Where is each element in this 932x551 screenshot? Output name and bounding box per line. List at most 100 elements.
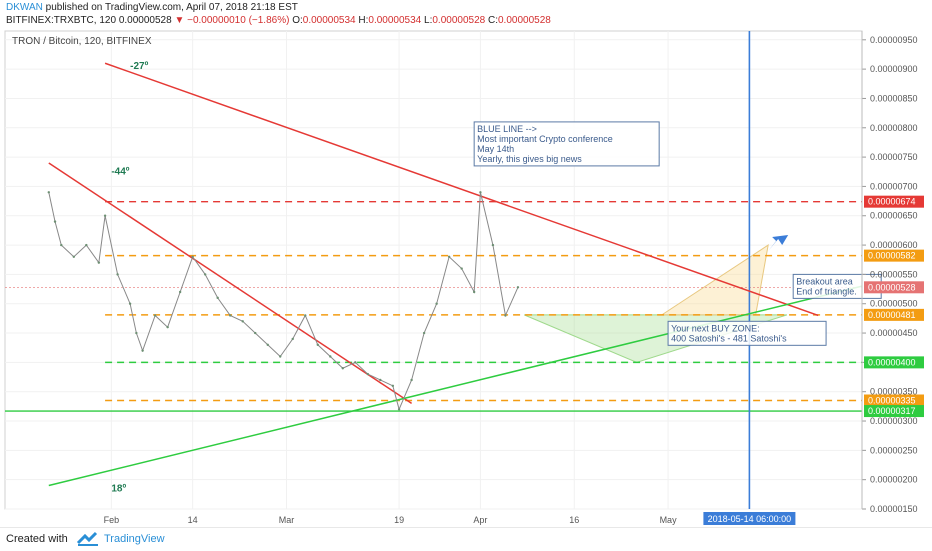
price-point xyxy=(479,191,482,194)
y-tick-label: 0.00000750 xyxy=(870,152,918,162)
y-tick-label: 0.00000900 xyxy=(870,64,918,74)
buy-zone-note-box xyxy=(667,320,827,346)
price-point xyxy=(504,314,507,317)
publish-line: DKWAN published on TradingView.com, Apri… xyxy=(6,2,298,13)
y-tick-label: 0.00000950 xyxy=(870,35,918,45)
price-point xyxy=(279,355,282,358)
footer: Created with TradingView xyxy=(0,527,932,551)
blue-line-note-line: Yearly, this gives big news xyxy=(477,154,582,164)
price-point xyxy=(116,273,119,276)
y-tick-label: 0.00000150 xyxy=(870,504,918,514)
price-point xyxy=(460,267,463,270)
y-tick-label: 0.00000850 xyxy=(870,93,918,103)
y-tick-label: 0.00000250 xyxy=(870,445,918,455)
trendline[interactable] xyxy=(48,285,863,487)
price-level-tag xyxy=(864,405,924,418)
breakout-note-line: End of triangle. xyxy=(796,286,857,296)
high-value: 0.00000534 xyxy=(368,15,422,26)
trendlines[interactable] xyxy=(48,62,863,487)
x-tick-label: Feb xyxy=(104,515,120,525)
symbol-label: BITFINEX:TRXBTC, 120 xyxy=(6,15,117,26)
price-point xyxy=(366,372,370,376)
price-point xyxy=(128,302,132,305)
price-level-label: 0.00000400 xyxy=(868,357,916,367)
annotations: -27º -44º 18º BLUE LINE -->Most important C… xyxy=(111,61,882,494)
price-point xyxy=(203,273,207,276)
author-link[interactable]: DKWAN xyxy=(6,2,43,13)
price-level-tag xyxy=(864,308,924,321)
publish-info: published on TradingView.com, April 07, … xyxy=(45,2,298,13)
price-point xyxy=(191,255,194,259)
price-point xyxy=(216,296,219,300)
price-point xyxy=(254,331,257,335)
y-tick-label: 0.00000300 xyxy=(870,416,918,426)
vertical-marker-tag xyxy=(703,512,796,525)
trendline[interactable] xyxy=(104,62,819,317)
down-arrow-icon: ▼ xyxy=(174,15,185,26)
x-tick-label: 14 xyxy=(188,515,198,525)
price-line xyxy=(48,192,519,411)
price-level-label: 0.00000335 xyxy=(868,395,916,405)
angle-label: -27º xyxy=(130,61,148,72)
price-point xyxy=(228,314,232,317)
price-level-label: 0.00000582 xyxy=(868,251,916,261)
price-point xyxy=(266,343,269,346)
breakout-note-line: Breakout area xyxy=(796,276,853,286)
price-point xyxy=(166,325,169,329)
x-tick-label: May xyxy=(660,515,678,525)
breakout-arrow-icon xyxy=(768,234,789,251)
y-tick-label: 0.00000500 xyxy=(870,299,918,309)
blue-line-note-line: May 14th xyxy=(477,144,514,154)
low-label: L: xyxy=(424,15,433,26)
price-point xyxy=(47,191,50,194)
price-point xyxy=(304,314,307,317)
price-level-label: 0.00000674 xyxy=(868,197,916,207)
x-tick-label: Mar xyxy=(279,515,295,525)
axes: 0.00000150 0.00000200 0.00000250 0.00000300… xyxy=(104,31,924,525)
tradingview-logo-icon xyxy=(76,531,98,546)
price-point xyxy=(153,314,157,317)
price-point xyxy=(316,343,319,346)
chart-header: DKWAN published on TradingView.com, Apri… xyxy=(0,0,932,27)
price-point xyxy=(422,331,426,335)
price-point xyxy=(397,408,401,411)
last-price: 0.00000528 xyxy=(118,15,172,26)
price-point xyxy=(53,220,57,223)
buy-zone-note-line: 400 Satoshi's - 481 Satoshi's xyxy=(671,333,787,343)
price-level-label: 0.00000317 xyxy=(868,406,916,416)
y-tick-label: 0.00000350 xyxy=(870,387,918,397)
price-point xyxy=(379,378,382,382)
price-level-tag xyxy=(864,249,924,262)
price-chart[interactable]: -27º -44º 18º BLUE LINE -->Most important C… xyxy=(0,27,932,527)
price-point xyxy=(435,302,438,305)
price-level-tag xyxy=(864,281,924,294)
x-tick-label: 19 xyxy=(394,515,404,525)
high-label: H: xyxy=(358,15,369,26)
y-tick-label: 0.00000800 xyxy=(870,123,918,133)
price-level-tag xyxy=(864,195,924,208)
y-tick-label: 0.00000550 xyxy=(870,269,918,279)
angle-label: -44º xyxy=(111,167,129,178)
price-point xyxy=(341,367,344,370)
price-change: −0.00000010 (−1.86%) xyxy=(187,15,290,26)
price-point xyxy=(178,290,182,294)
price-point xyxy=(410,378,413,382)
price-point xyxy=(241,320,244,323)
open-label: O: xyxy=(292,15,303,26)
x-tick-label: Apr xyxy=(473,515,487,525)
price-point xyxy=(85,243,88,247)
price-point xyxy=(60,243,63,247)
blue-line-note-line: BLUE LINE --> xyxy=(477,124,537,134)
trendline[interactable] xyxy=(48,162,413,405)
price-point xyxy=(472,290,476,294)
y-tick-label: 0.00000700 xyxy=(870,181,918,191)
close-value: 0.00000528 xyxy=(498,15,551,26)
blue-line-note-line: Most important Crypto conference xyxy=(477,134,613,144)
tradingview-brand[interactable]: TradingView xyxy=(104,533,165,545)
price-point xyxy=(97,261,101,264)
price-point xyxy=(72,255,76,259)
close-label: C: xyxy=(488,15,498,26)
blue-line-note-box xyxy=(473,121,660,167)
price-point xyxy=(391,384,395,388)
breakout-triangle xyxy=(660,244,769,316)
